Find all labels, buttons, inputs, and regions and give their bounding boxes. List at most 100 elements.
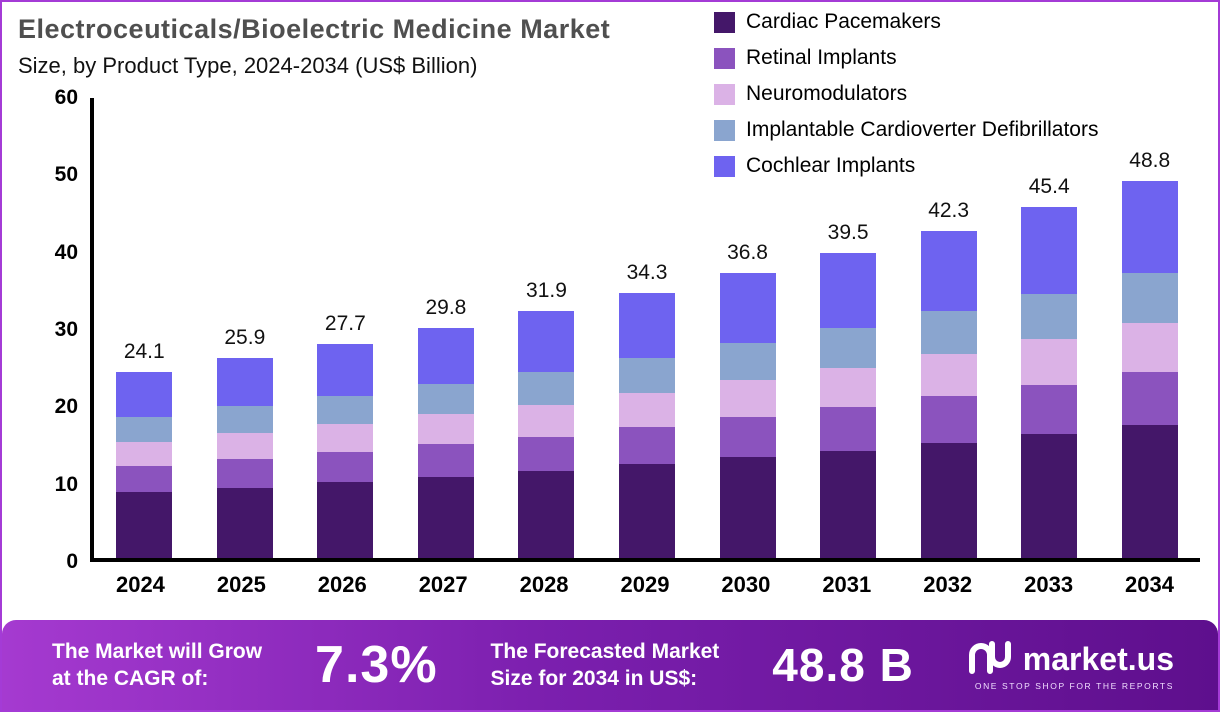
bar-segment [1121,322,1178,372]
legend-label: Cochlear Implants [746,154,916,177]
bar-segment [1121,425,1178,558]
bar-segment [920,396,977,443]
bar-segment [920,311,977,354]
legend-swatch [714,83,735,105]
bar-segment [920,353,977,397]
bar-segment [619,392,675,427]
forecast-value: 48.8 B [772,639,914,691]
bar-group-2031: 39.5 [820,221,877,558]
forecast-label-line1: The Forecasted Market [490,639,720,663]
bar-value-label: 34.3 [626,260,668,284]
bar-segment [518,311,575,373]
bar-slot: 29.8 [396,296,497,558]
legend-item: Cochlear Implants [714,154,1098,178]
bar-segment [216,487,273,558]
bar-segment [619,292,675,358]
bar-segment [216,406,273,433]
chart-title: Electroceuticals/Bioelectric Medicine Ma… [18,14,611,44]
banner: The Market will Grow at the CAGR of: 7.3… [2,620,1218,710]
bar-group-2033: 45.4 [1021,175,1078,558]
bar-value-label: 48.8 [1129,148,1171,172]
bar-value-label: 29.8 [425,295,467,319]
cagr-label-line2: at the CAGR of: [52,667,209,690]
y-tick-label: 50 [54,163,78,187]
legend-item: Implantable Cardioverter Defibrillators [714,118,1098,142]
bar-value-label: 36.8 [727,241,768,265]
bar-segment [719,457,776,558]
bar-segment [1121,180,1178,274]
bar-group-2032: 42.3 [920,199,977,558]
bar-segment [417,414,474,445]
logo-tagline: ONE STOP SHOP FOR THE REPORTS [974,680,1174,691]
x-tick-label: 2027 [418,572,468,597]
bar-slot: 27.7 [295,312,396,558]
y-tick-label: 30 [54,318,78,341]
logo-m-icon [967,640,1013,679]
bar-value-label: 42.3 [928,198,970,222]
bar-segment [820,367,877,408]
legend: Cardiac Pacemakers Retinal Implants Neurom… [714,10,1098,178]
bar-slot: 42.3 [898,199,999,558]
bar-value-label: 45.4 [1028,174,1070,198]
bar-segment [1021,434,1078,558]
bar-value-label: 39.5 [827,220,869,244]
bar-slot: 31.9 [496,279,597,558]
bar-segment [820,450,877,558]
forecast-label-line2: Size for 2034 in US$: [490,667,698,690]
bar-slot: 25.9 [195,326,296,558]
bar-segment [619,464,675,558]
bar-segment [518,471,575,558]
x-tick-label: 2030 [721,572,771,597]
legend-label: Retinal Implants [746,46,897,69]
x-tick-label: 2026 [317,572,367,597]
x-tick-label: 2024 [115,572,165,597]
bar-segment [317,424,374,453]
bar-segment [920,442,977,558]
bar-segment [920,230,977,312]
bar-segment [820,407,877,451]
bar-group-2024: 24.1 [116,340,173,558]
legend-swatch [714,47,735,69]
bar-segment [719,380,776,418]
bar-segment [417,444,474,477]
bar-segment [518,372,575,405]
bar-segment [1021,293,1078,340]
bar-slot: 45.4 [999,175,1100,558]
forecast-label: The Forecasted Market Size for 2034 in U… [491,638,720,693]
y-tick-label: 60 [54,86,78,109]
bar-segment [116,417,173,443]
legend-label: Neuromodulators [746,82,908,105]
x-axis: 2024 2025 2026 2027 2028 2029 2030 2031 2032 2033… [90,572,1200,598]
bar-segment [518,404,575,437]
bar-group-2026: 27.7 [317,312,374,558]
bar-segment [317,396,374,425]
bar-group-2028: 31.9 [518,279,575,558]
bar-group-2034: 48.8 [1121,149,1178,558]
bar-slot: 36.8 [697,241,798,558]
legend-swatch [714,11,735,33]
bar-value-label: 27.7 [324,311,366,335]
y-tick-label: 0 [66,550,78,573]
bar-segment [719,273,776,344]
bar-slot: 48.8 [1099,149,1200,558]
bar-segment [518,436,575,472]
x-tick-label: 2033 [1024,572,1074,597]
x-tick-label: 2028 [519,572,569,597]
chart-header: Electroceuticals/Bioelectric Medicine Ma… [18,14,610,79]
bar-segment [216,432,273,460]
cagr-label: The Market will Grow at the CAGR of: [52,638,262,693]
bar-segment [317,343,374,397]
bar-value-label: 24.1 [123,339,165,363]
chart: Electroceuticals/Bioelectric Medicine Ma… [2,2,1218,624]
bar-segment [1121,371,1178,425]
cagr-value: 7.3% [315,636,438,694]
bar-segment [417,476,474,558]
bar-segment [1121,273,1178,323]
cagr-label-line1: The Market will Grow [52,639,263,663]
bar-group-2025: 25.9 [216,326,273,558]
market-us-logo: market.us ONE STOP SHOP FOR THE REPORTS [967,640,1174,691]
bars-container: 24.1 25.9 27.7 29.8 31.9 34.3 36.8 39.5 42.3 45.4… [94,98,1200,558]
x-tick-label: 2031 [822,572,872,597]
bar-segment [116,442,173,466]
bar-segment [719,343,776,381]
